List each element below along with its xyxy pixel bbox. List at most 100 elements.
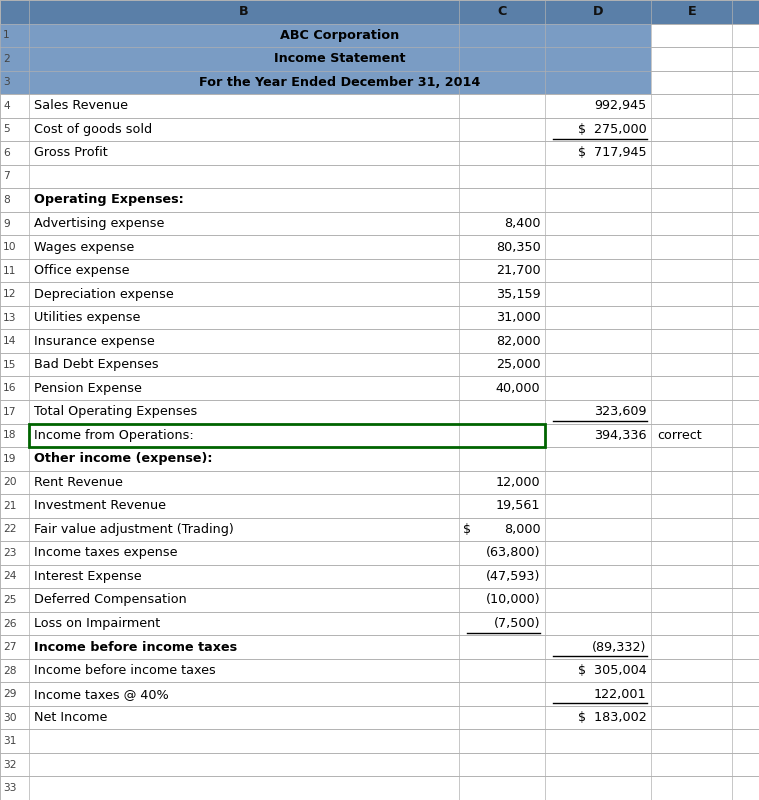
Text: 9: 9 [3,218,10,229]
Bar [0,353,759,377]
Bar [0,259,759,282]
Text: 25,000: 25,000 [496,358,540,371]
Bar [0,494,759,518]
Text: 992,945: 992,945 [594,99,647,112]
Text: $: $ [463,523,471,536]
Text: 13: 13 [3,313,17,322]
Text: 25: 25 [3,595,17,605]
Bar [0,565,759,588]
Text: $  717,945: $ 717,945 [578,146,647,159]
Text: Insurance expense: Insurance expense [34,334,155,348]
Bar [0,588,759,612]
Bar [0,47,651,70]
Bar [0,400,759,423]
Bar [0,306,759,330]
Text: Utilities expense: Utilities expense [34,311,140,324]
Text: (7,500): (7,500) [494,617,540,630]
Text: 323,609: 323,609 [594,406,647,418]
Bar [0,118,759,141]
Text: Loss on Impairment: Loss on Impairment [34,617,160,630]
Text: (89,332): (89,332) [592,641,647,654]
Text: For the Year Ended December 31, 2014: For the Year Ended December 31, 2014 [200,76,480,89]
Bar [0,70,759,94]
Text: 12,000: 12,000 [496,476,540,489]
Text: 2: 2 [3,54,10,64]
Text: 8: 8 [3,195,10,205]
Bar [0,188,759,212]
Bar [0,282,759,306]
Bar [0,518,759,541]
Bar [0,23,651,47]
Bar [0,423,759,447]
Text: 4: 4 [3,101,10,111]
Text: Total Operating Expenses: Total Operating Expenses [34,406,197,418]
Text: E: E [688,6,696,18]
Bar [0,47,759,70]
Text: 24: 24 [3,571,17,582]
Text: Deferred Compensation: Deferred Compensation [34,594,187,606]
Text: Sales Revenue: Sales Revenue [34,99,128,112]
Text: 21,700: 21,700 [496,264,540,277]
Text: 23: 23 [3,548,17,558]
Text: Income before income taxes: Income before income taxes [34,664,216,677]
Text: Interest Expense: Interest Expense [34,570,142,583]
Bar [0,659,759,682]
Text: Income taxes expense: Income taxes expense [34,546,178,559]
Bar [0,777,759,800]
Text: Net Income: Net Income [34,711,108,724]
Bar [0,753,759,777]
Text: $  305,004: $ 305,004 [578,664,647,677]
Text: 12: 12 [3,289,17,299]
Text: 26: 26 [3,618,17,629]
Text: 8,000: 8,000 [504,523,540,536]
Text: $  183,002: $ 183,002 [578,711,647,724]
Bar [0,447,759,470]
Text: 31: 31 [3,736,17,746]
Text: Income before income taxes: Income before income taxes [34,641,238,654]
Text: Investment Revenue: Investment Revenue [34,499,166,512]
Bar [0,330,759,353]
Text: 30: 30 [3,713,17,722]
Bar [0,682,759,706]
Text: 35,159: 35,159 [496,288,540,301]
Text: Gross Profit: Gross Profit [34,146,108,159]
Text: 19,561: 19,561 [496,499,540,512]
Text: correct: correct [657,429,702,442]
Text: 31,000: 31,000 [496,311,540,324]
Text: 21: 21 [3,501,17,511]
Bar [0,235,759,259]
Bar [0,612,759,635]
Text: Advertising expense: Advertising expense [34,217,165,230]
Text: D: D [593,6,603,18]
Text: (47,593): (47,593) [486,570,540,583]
Bar [0,730,759,753]
Text: Wages expense: Wages expense [34,241,134,254]
Bar [0,165,759,188]
Text: 29: 29 [3,689,17,699]
Text: Bad Debt Expenses: Bad Debt Expenses [34,358,159,371]
Bar [0,706,759,730]
Text: 10: 10 [3,242,17,252]
Bar [0,541,759,565]
Text: B: B [239,6,249,18]
Bar [0,23,759,47]
Text: Cost of goods sold: Cost of goods sold [34,123,153,136]
Text: ABC Corporation: ABC Corporation [280,29,400,42]
Text: 27: 27 [3,642,17,652]
Bar [0,141,759,165]
Text: 11: 11 [3,266,17,275]
Text: Income from Operations:: Income from Operations: [34,429,194,442]
Text: 22: 22 [3,525,17,534]
Text: Rent Revenue: Rent Revenue [34,476,123,489]
Text: (10,000): (10,000) [486,594,540,606]
Text: C: C [497,6,507,18]
Text: 16: 16 [3,383,17,394]
Text: 8,400: 8,400 [504,217,540,230]
Text: 82,000: 82,000 [496,334,540,348]
Text: Depreciation expense: Depreciation expense [34,288,174,301]
Text: 19: 19 [3,454,17,464]
Bar [0,212,759,235]
Text: 40,000: 40,000 [496,382,540,394]
Text: $  275,000: $ 275,000 [578,123,647,136]
Bar [0,377,759,400]
